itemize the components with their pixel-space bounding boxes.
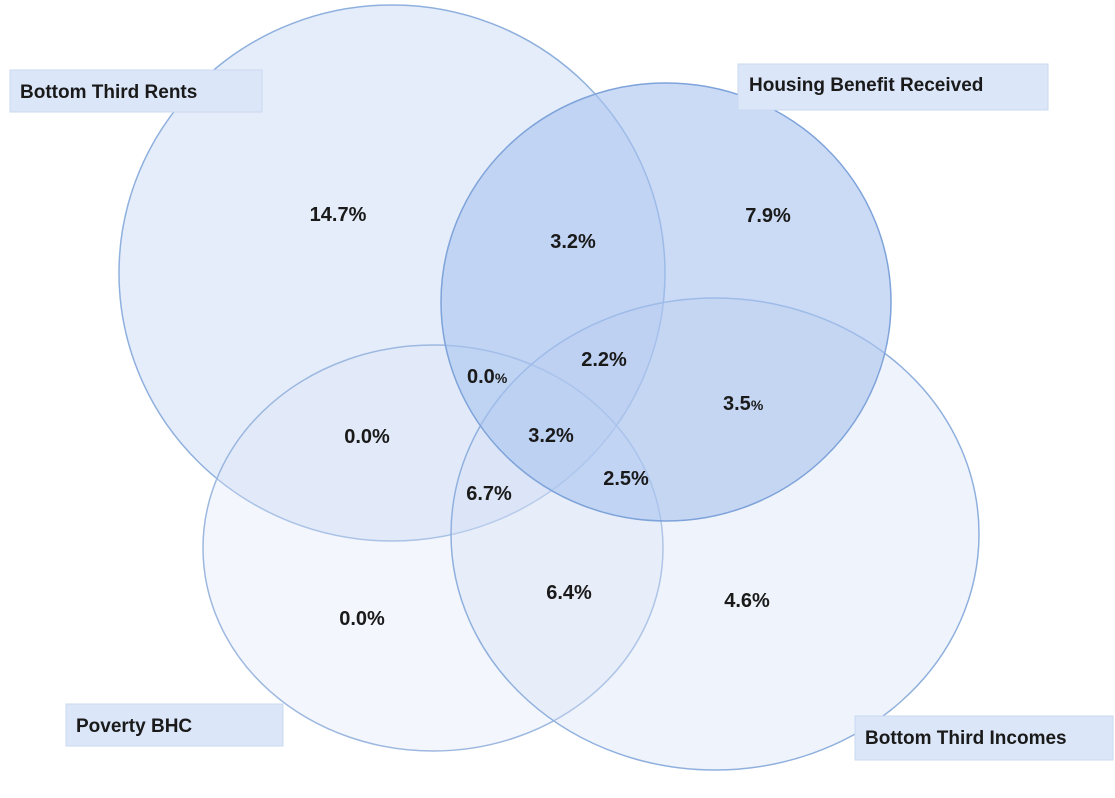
set-circle-housing-benefit-received bbox=[440, 82, 892, 522]
set-label-housing-benefit-received: Housing Benefit Received bbox=[737, 63, 1049, 111]
region-hb-incomes: 3.5% bbox=[723, 393, 764, 415]
region-value: 0.0 bbox=[467, 366, 495, 388]
set-label-bottom-third-rents: Bottom Third Rents bbox=[9, 69, 263, 113]
set-label-text: Bottom Third Incomes bbox=[865, 728, 1067, 749]
region-rents-poverty: 0.0% bbox=[344, 426, 390, 448]
region-rents-hb: 3.2% bbox=[550, 231, 596, 253]
region-poverty-only: 0.0% bbox=[339, 608, 385, 630]
region-rents-hb-incomes: 2.2% bbox=[581, 349, 627, 371]
region-hb-poverty-incomes: 2.5% bbox=[603, 468, 649, 490]
region-value: 3.5 bbox=[723, 393, 751, 415]
region-suffix: % bbox=[495, 370, 508, 386]
region-rents-poverty-incomes: 6.7% bbox=[466, 483, 512, 505]
region-incomes-only: 4.6% bbox=[724, 590, 770, 612]
region-suffix: % bbox=[751, 397, 764, 413]
region-poverty-incomes: 6.4% bbox=[546, 582, 592, 604]
region-rents-only: 14.7% bbox=[310, 204, 367, 226]
set-label-text: Housing Benefit Received bbox=[749, 75, 983, 96]
set-label-text: Poverty BHC bbox=[76, 716, 192, 737]
set-label-bottom-third-incomes: Bottom Third Incomes bbox=[854, 715, 1114, 761]
region-hb-only: 7.9% bbox=[745, 205, 791, 227]
region-all-four: 3.2% bbox=[528, 425, 574, 447]
set-label-poverty-bhc: Poverty BHC bbox=[65, 703, 284, 747]
region-rents-hb-poverty: 0.0% bbox=[467, 366, 508, 388]
set-label-text: Bottom Third Rents bbox=[20, 82, 197, 103]
